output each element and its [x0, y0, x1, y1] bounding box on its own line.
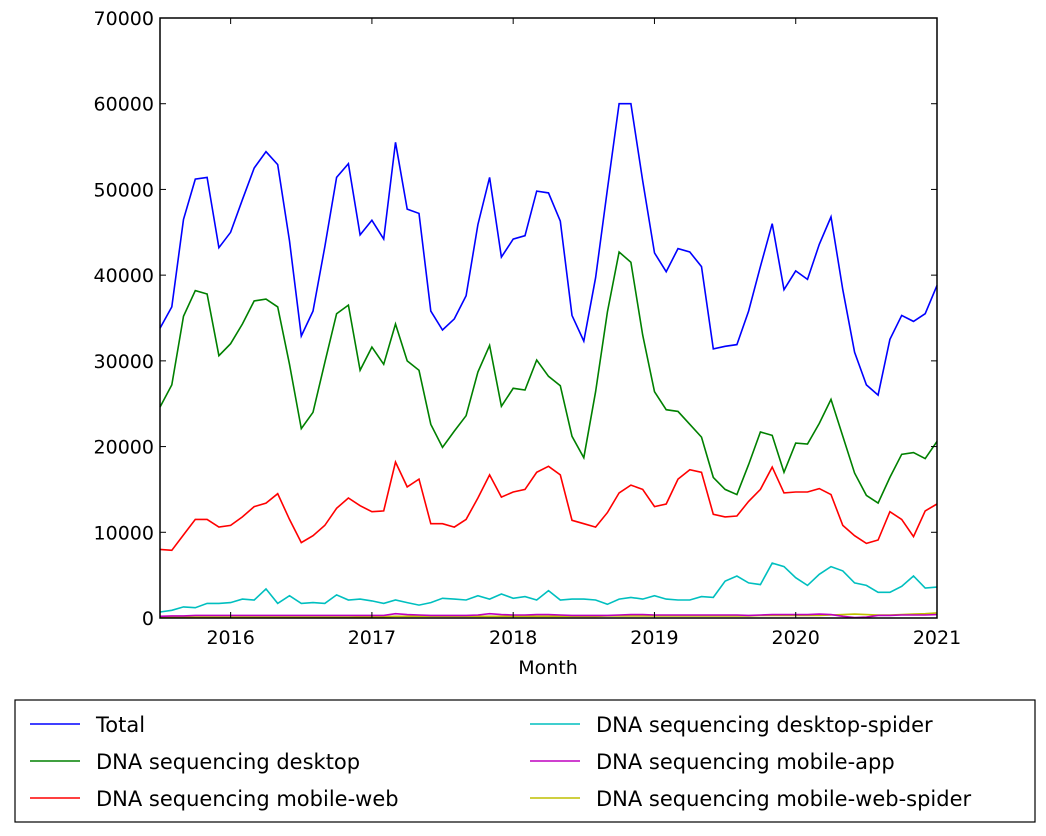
x-axis: 2016 2017 2018 2019 2020 2021 — [206, 18, 961, 649]
legend-label: DNA sequencing mobile-web — [96, 787, 399, 811]
x-tick-label: 2016 — [206, 627, 254, 649]
legend: Total DNA sequencing desktop DNA sequencin… — [30, 713, 972, 811]
legend-label: Total — [95, 713, 145, 737]
legend-label: DNA sequencing desktop-spider — [596, 713, 933, 737]
x-tick-label: 2017 — [348, 627, 396, 649]
y-tick-label: 50000 — [94, 179, 154, 201]
y-tick-label: 20000 — [94, 437, 154, 459]
series-line-dna-sequencing-desktop — [159, 250, 938, 505]
x-tick-label: 2020 — [772, 627, 820, 649]
x-axis-label: Month — [518, 657, 578, 679]
legend-label: DNA sequencing mobile-web-spider — [596, 787, 972, 811]
legend-label: DNA sequencing desktop — [96, 750, 360, 774]
y-tick-label: 40000 — [94, 265, 154, 287]
x-tick-label: 2019 — [630, 627, 678, 649]
plot-lines — [159, 102, 938, 619]
legend-box — [14, 699, 1036, 823]
plot-frame — [159, 17, 938, 619]
x-tick-label: 2021 — [913, 627, 961, 649]
series-line-dna-sequencing-desktop-spider — [159, 562, 938, 613]
x-tick-label: 2018 — [489, 627, 537, 649]
y-tick-label: 60000 — [94, 94, 154, 116]
series-line-dna-sequencing-mobile-web — [159, 459, 938, 552]
y-tick-label: 70000 — [94, 8, 154, 30]
legend-label: DNA sequencing mobile-app — [596, 750, 895, 774]
series-line-dna-sequencing-mobile-app — [159, 612, 938, 619]
y-axis: 0 10000 20000 30000 40000 50000 60000 70000 — [94, 8, 937, 630]
y-tick-label: 0 — [142, 608, 154, 630]
y-tick-label: 30000 — [94, 351, 154, 373]
y-tick-label: 10000 — [94, 522, 154, 544]
series-line-dna-sequencing-mobile-web-spider — [160, 612, 938, 618]
series-line-total — [159, 102, 938, 397]
